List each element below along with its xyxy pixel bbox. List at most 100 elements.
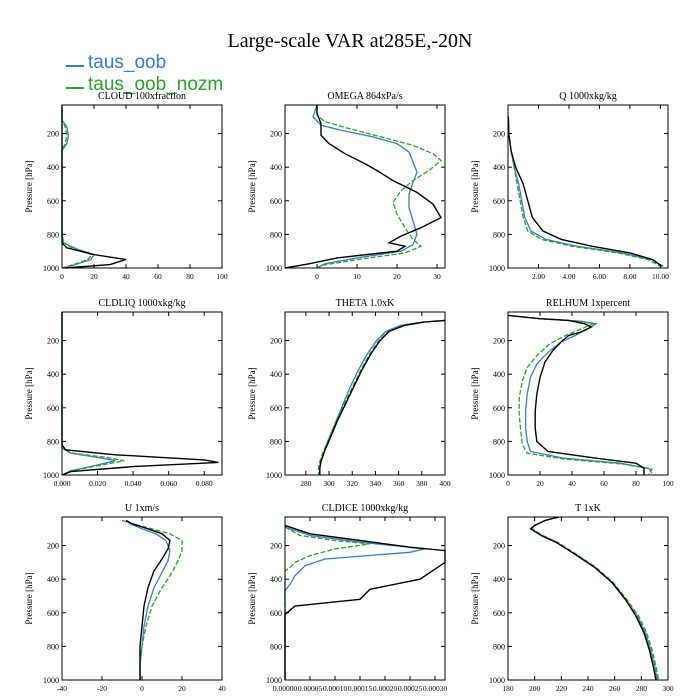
y-tick-label: 600 — [270, 609, 282, 618]
x-tick-label: 0.00020 — [373, 684, 398, 693]
series-line-taus-oob — [319, 319, 446, 475]
series-line-taus-oob-nozm — [531, 516, 660, 681]
x-tick-label: 300 — [662, 684, 674, 693]
panel-frame — [284, 311, 446, 476]
x-tick-label: 20 — [178, 684, 186, 693]
x-tick-label: 0.060 — [160, 479, 177, 488]
y-tick-label: 1000 — [489, 676, 505, 685]
x-tick-label: 380 — [416, 479, 428, 488]
x-tick-label: 80 — [632, 479, 640, 488]
panel-title: U 1xm/s — [125, 503, 159, 514]
legend-entry: taus_oob_nozm — [56, 74, 223, 96]
y-axis-label: Pressure [hPa] — [470, 572, 480, 624]
y-tick-label: 1000 — [43, 676, 59, 685]
y-tick-label: 800 — [270, 642, 282, 651]
y-tick-label: 800 — [270, 230, 282, 239]
series-line-control — [61, 312, 219, 476]
x-tick-label: 0 — [506, 479, 510, 488]
x-tick-label: 20 — [536, 479, 544, 488]
series-line-taus-oob — [284, 526, 426, 680]
panel-frame — [61, 516, 223, 681]
chart-panel: THETA 1.0xK Pressure [hPa] 200 400 600 800 100… — [247, 298, 451, 488]
series-line-control — [284, 105, 442, 269]
y-tick-label: 600 — [493, 609, 505, 618]
x-tick-label: 100 — [216, 272, 228, 281]
series-line-taus-oob-nozm — [316, 105, 443, 269]
series-line-control — [61, 105, 127, 269]
y-tick-label: 400 — [493, 163, 505, 172]
y-tick-label: 200 — [47, 337, 59, 346]
y-tick-label: 200 — [270, 542, 282, 551]
y-tick-label: 400 — [47, 370, 59, 379]
x-tick-label: 6.00 — [593, 272, 606, 281]
panel-title: RELHUM 1xpercent — [546, 298, 630, 309]
figure-title: Large-scale VAR at285E,-20N — [227, 30, 473, 52]
x-tick-label: 240 — [582, 684, 594, 693]
series-line-control — [125, 519, 171, 680]
series-line-control — [319, 319, 446, 475]
panel-title: Q 1000xkg/kg — [559, 91, 617, 102]
x-tick-label: 0 — [140, 684, 144, 693]
y-tick-label: 600 — [47, 609, 59, 618]
x-tick-label: 0.00015 — [348, 684, 373, 693]
y-tick-label: 800 — [493, 642, 505, 651]
y-tick-label: 1000 — [266, 471, 282, 480]
x-tick-label: 0.00010 — [323, 684, 348, 693]
x-tick-label: 10 — [353, 272, 361, 281]
y-tick-label: 600 — [270, 197, 282, 206]
x-tick-label: 400 — [439, 479, 451, 488]
y-tick-label: 400 — [493, 370, 505, 379]
y-tick-label: 200 — [493, 130, 505, 139]
x-tick-label: 10.00 — [652, 272, 669, 281]
series-line-taus-oob-nozm — [284, 526, 371, 680]
panel-title: THETA 1.0xK — [336, 298, 395, 309]
x-tick-label: 220 — [556, 684, 568, 693]
y-tick-label: 600 — [47, 404, 59, 413]
x-tick-label: 100 — [662, 479, 674, 488]
y-tick-label: 800 — [47, 642, 59, 651]
y-tick-label: 200 — [270, 337, 282, 346]
series-line-control — [284, 524, 446, 680]
legend-swatch — [66, 87, 84, 89]
y-tick-label: 400 — [270, 370, 282, 379]
y-tick-label: 1000 — [489, 471, 505, 480]
panel-title: CLDLIQ 1000xkg/kg — [99, 298, 186, 309]
x-tick-label: 40 — [218, 684, 226, 693]
x-tick-label: 40 — [122, 272, 130, 281]
y-tick-label: 800 — [47, 437, 59, 446]
series-line-control — [507, 314, 645, 475]
x-tick-label: 0.040 — [125, 479, 142, 488]
y-tick-label: 800 — [47, 230, 59, 239]
x-tick-label: 180 — [502, 684, 514, 693]
y-tick-label: 400 — [270, 575, 282, 584]
panel-frame — [507, 311, 669, 476]
y-tick-label: 400 — [47, 575, 59, 584]
x-tick-label: 0.080 — [196, 479, 213, 488]
y-tick-label: 1000 — [266, 264, 282, 273]
y-tick-label: 600 — [47, 197, 59, 206]
legend: taus_oob taus_oob_nozm — [56, 52, 223, 96]
panel-title: OMEGA 864xPa/s — [327, 91, 402, 102]
series-line-taus-oob — [312, 104, 418, 269]
chart-panel: Q 1000xkg/kg Pressure [hPa] 200 400 600 800 10… — [470, 91, 669, 281]
series-line-taus-oob — [125, 519, 171, 680]
y-tick-label: 200 — [493, 542, 505, 551]
series-line-taus-oob-nozm — [121, 519, 183, 680]
y-tick-label: 1000 — [43, 264, 59, 273]
x-tick-label: 320 — [347, 479, 359, 488]
series-line-control — [529, 516, 657, 681]
panel-frame — [284, 104, 446, 269]
legend-entry: taus_oob — [56, 52, 223, 74]
y-tick-label: 1000 — [489, 264, 505, 273]
x-tick-label: 8.00 — [623, 272, 636, 281]
y-tick-label: 400 — [493, 575, 505, 584]
y-axis-label: Pressure [hPa] — [24, 367, 34, 419]
x-tick-label: 0.00025 — [398, 684, 423, 693]
legend-swatch — [66, 65, 84, 67]
x-tick-label: 0.020 — [89, 479, 106, 488]
y-axis-label: Pressure [hPa] — [247, 367, 257, 419]
x-tick-label: 0 — [60, 272, 64, 281]
